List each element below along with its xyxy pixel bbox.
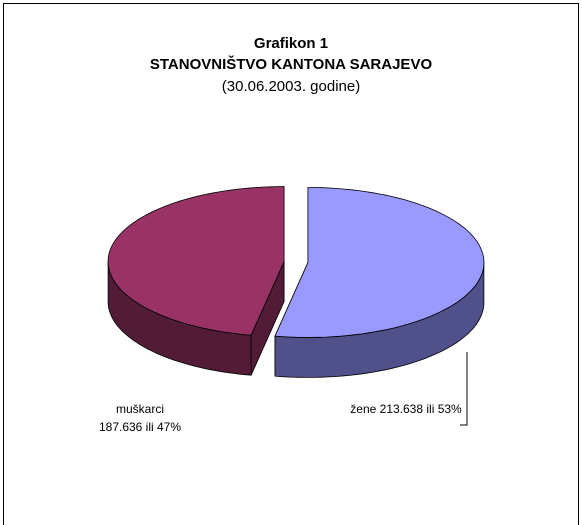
slice-label: žene 213.638 ili 53% bbox=[342, 400, 470, 418]
slice bbox=[107, 186, 285, 336]
chart-subtitle: STANOVNIŠTVO KANTONA SARAJEVO bbox=[149, 56, 433, 73]
chart-title: Grafikon 1 bbox=[253, 35, 329, 52]
slice-label: muškarci 187.636 ili 47% bbox=[80, 400, 200, 436]
category-label: muškarci bbox=[115, 402, 164, 416]
value-label: 187.636 ili 47% bbox=[98, 420, 182, 434]
chart-note: (30.06.2003. godine) bbox=[221, 78, 361, 95]
frame bbox=[3, 3, 579, 525]
leader-line bbox=[460, 352, 468, 426]
slice bbox=[274, 187, 485, 338]
category-label: žene bbox=[350, 402, 377, 416]
value-label: 213.638 ili 53% bbox=[379, 402, 462, 416]
